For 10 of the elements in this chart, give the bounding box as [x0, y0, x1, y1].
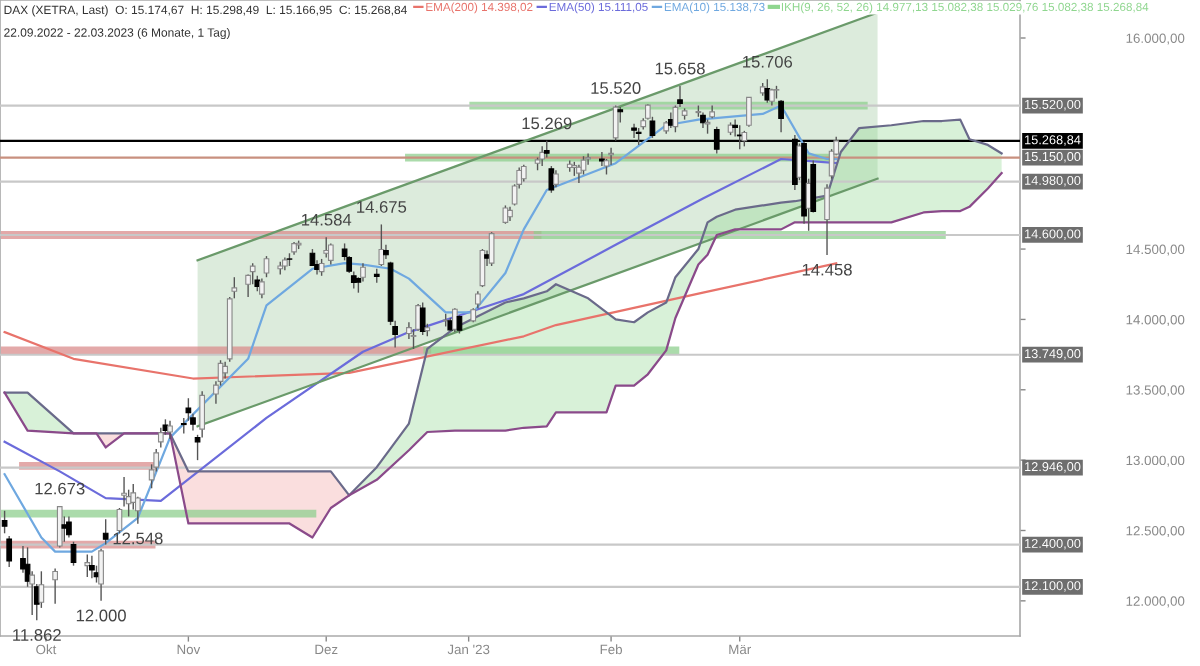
annotation: 14.458 — [802, 263, 852, 276]
annotation: 12.548 — [113, 532, 163, 545]
annotation: 12.000 — [76, 609, 126, 622]
annotation: 14.675 — [357, 201, 407, 213]
annotation: 15.520 — [591, 82, 641, 94]
annotation: 15.658 — [655, 62, 705, 75]
annotation: 15.269 — [522, 117, 572, 130]
annotation: 15.706 — [743, 55, 793, 68]
annotation: 12.673 — [35, 482, 85, 495]
annotation: 11.862 — [13, 629, 61, 641]
